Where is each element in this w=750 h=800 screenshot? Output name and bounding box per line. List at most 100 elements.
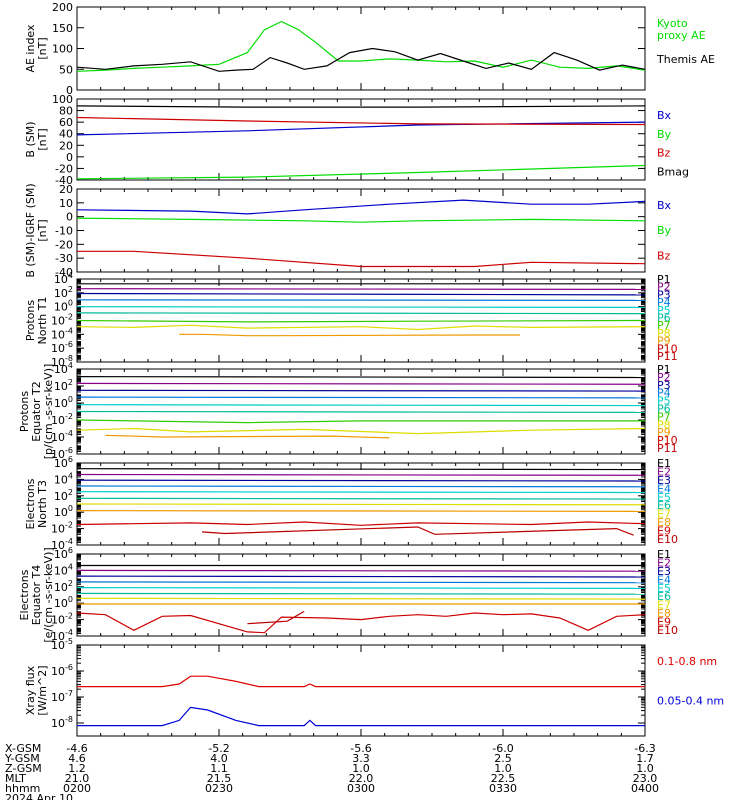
series-line bbox=[76, 164, 646, 180]
legend-label: Bmag bbox=[657, 166, 689, 179]
y-tick-label: 10-2 bbox=[51, 521, 73, 536]
series-line bbox=[201, 526, 634, 536]
y-tick-label: 80 bbox=[59, 105, 73, 118]
legend-label: E1 bbox=[657, 548, 671, 561]
legend-label: E1 bbox=[657, 457, 671, 470]
legend-label: E6 bbox=[657, 499, 671, 512]
y-tick-label: 40 bbox=[59, 128, 73, 141]
y-tick-label: 100 bbox=[54, 395, 73, 410]
footer-value: 0330 bbox=[489, 782, 517, 795]
legend-label: P11 bbox=[657, 350, 678, 363]
series-line bbox=[76, 376, 646, 379]
y-axis-label: ElectronsEquator T4[e/(cm -s-sr-keV)] bbox=[18, 547, 55, 642]
y-tick-label: 100 bbox=[54, 504, 73, 519]
series-line bbox=[76, 468, 646, 471]
legend-label: Kyoto proxy AE bbox=[657, 17, 706, 42]
legend-label: P5 bbox=[657, 395, 671, 408]
panel-frame bbox=[76, 188, 646, 273]
legend-label: E8 bbox=[657, 516, 671, 529]
series-line bbox=[76, 521, 646, 526]
series-line bbox=[76, 597, 646, 600]
legend-label: P8 bbox=[657, 327, 671, 340]
series-line bbox=[247, 610, 305, 625]
y-tick-label: 0 bbox=[66, 84, 73, 97]
y-tick-label: 10-4 bbox=[51, 429, 73, 444]
footer-value: 22.0 bbox=[349, 772, 374, 785]
legend-label: E2 bbox=[657, 465, 671, 478]
y-tick-label: 10-2 bbox=[51, 313, 73, 328]
series-line bbox=[76, 47, 646, 72]
series-line bbox=[76, 497, 646, 500]
footer-value: -4.6 bbox=[66, 742, 87, 755]
legend-label: P3 bbox=[657, 288, 671, 301]
legend-label: P11 bbox=[657, 442, 678, 455]
legend-label: P7 bbox=[657, 410, 671, 423]
y-tick-label: 100 bbox=[52, 93, 73, 106]
y-tick-label: 104 bbox=[54, 471, 73, 486]
legend-label: By bbox=[657, 128, 672, 141]
series-line bbox=[76, 121, 646, 136]
y-axis-label: Xray flux[W/m^2] bbox=[24, 665, 49, 715]
y-tick-label: 10-2 bbox=[51, 412, 73, 427]
y-tick-label: -20 bbox=[55, 162, 73, 175]
series-line bbox=[76, 473, 646, 476]
footer-value: 0300 bbox=[347, 782, 375, 795]
series-line bbox=[76, 312, 646, 315]
legend-label: E7 bbox=[657, 508, 671, 521]
footer-value: -5.6 bbox=[350, 742, 371, 755]
footer-value: 0200 bbox=[63, 782, 91, 795]
series-line bbox=[76, 324, 646, 331]
series-line bbox=[76, 510, 646, 512]
y-tick-label: 10-2 bbox=[51, 612, 73, 627]
series-line bbox=[76, 404, 646, 407]
y-tick-label: 100 bbox=[52, 43, 73, 56]
series-line bbox=[76, 612, 646, 634]
legend-label: P1 bbox=[657, 363, 671, 376]
series-line bbox=[77, 250, 646, 268]
legend-label: E9 bbox=[657, 616, 671, 629]
footer-value: 1.1 bbox=[210, 762, 228, 775]
y-axis-label: B (SM)-IGRF (SM)[nT] bbox=[24, 183, 49, 277]
y-tick-label: 106 bbox=[54, 455, 73, 470]
legend-label: E7 bbox=[657, 599, 671, 612]
legend-label: E6 bbox=[657, 590, 671, 603]
series-line bbox=[77, 675, 645, 688]
legend-label: Bz bbox=[657, 249, 671, 262]
series-line bbox=[179, 333, 520, 337]
series-line bbox=[76, 479, 646, 482]
panel-frame bbox=[76, 6, 646, 91]
series-line bbox=[76, 503, 646, 506]
y-axis-label: AE index[nT] bbox=[24, 24, 49, 73]
legend-label: 0.1-0.8 nm bbox=[657, 655, 717, 668]
y-tick-label: 150 bbox=[52, 22, 73, 35]
series-line bbox=[76, 575, 646, 578]
legend-label: Themis AE bbox=[656, 53, 715, 66]
y-tick-label: 10-5 bbox=[51, 637, 73, 652]
legend-label: E3 bbox=[657, 474, 671, 487]
footer-value: 1.0 bbox=[636, 762, 654, 775]
panel-frame bbox=[76, 553, 646, 637]
y-tick-label: 10 bbox=[59, 197, 73, 210]
panel-frame bbox=[76, 644, 646, 737]
legend-label: P10 bbox=[657, 434, 678, 447]
legend-label: E10 bbox=[657, 533, 678, 546]
legend-label: E2 bbox=[657, 556, 671, 569]
footer-row-label: X-GSM bbox=[5, 742, 41, 755]
series-line bbox=[76, 419, 645, 424]
legend-label: P9 bbox=[657, 426, 671, 439]
y-tick-label: 102 bbox=[54, 285, 73, 300]
legend-label: P5 bbox=[657, 304, 671, 317]
footer-date: 2024 Apr 10 bbox=[5, 792, 73, 800]
y-tick-label: -40 bbox=[55, 174, 73, 187]
y-tick-label: -10 bbox=[55, 225, 73, 238]
series-line bbox=[76, 389, 646, 392]
y-tick-label: -20 bbox=[55, 238, 73, 251]
y-tick-label: 200 bbox=[52, 1, 73, 14]
footer-value: 1.0 bbox=[352, 762, 370, 775]
series-line bbox=[76, 116, 646, 126]
y-tick-label: 0 bbox=[66, 151, 73, 164]
footer-value: 3.3 bbox=[352, 752, 370, 765]
